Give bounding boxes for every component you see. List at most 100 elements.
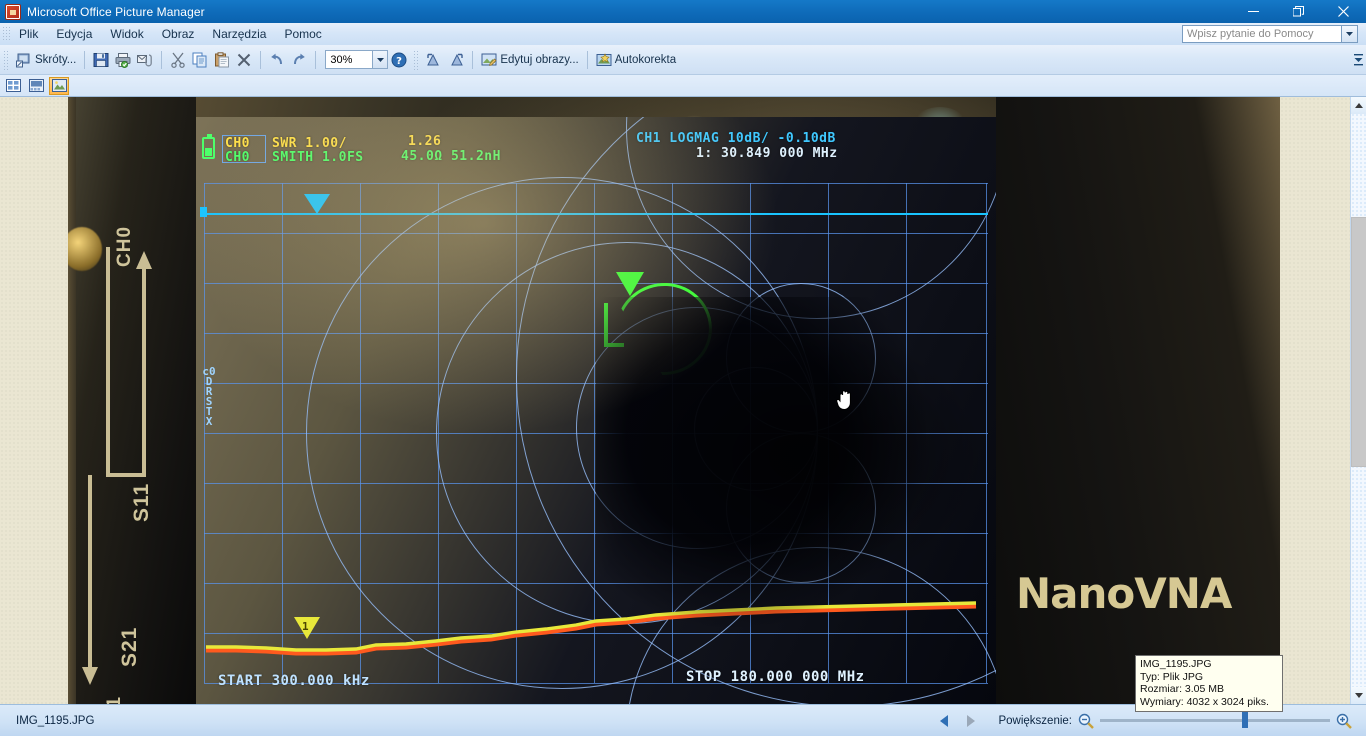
rotate-left-button[interactable] xyxy=(423,49,445,71)
tooltip-type: Typ: Plik JPG xyxy=(1140,670,1204,683)
menu-item-edycja[interactable]: Edycja xyxy=(47,24,101,44)
menu-grip-handle[interactable] xyxy=(2,26,10,42)
toolbar-separator xyxy=(161,50,163,69)
lcd-stop-frequency: STOP 180.000 000 MHz xyxy=(686,669,865,685)
delete-button[interactable] xyxy=(233,49,255,71)
scrollbar-thumb[interactable] xyxy=(1351,217,1366,467)
lcd-value-swr: 1.26 xyxy=(408,134,442,149)
help-search-group: Wpisz pytanie do Pomocy xyxy=(1182,25,1358,43)
menu-label: Edycja xyxy=(56,27,93,41)
silkscreen-arrow-head xyxy=(136,251,152,269)
window-title: Microsoft Office Picture Manager xyxy=(27,4,205,19)
view-mode-bar xyxy=(0,75,1366,97)
menu-item-plik[interactable]: Plik xyxy=(10,24,47,44)
print-button[interactable] xyxy=(112,49,134,71)
chevron-down-icon[interactable] xyxy=(1342,25,1358,43)
silkscreen-arrow-bracket xyxy=(106,473,146,477)
edit-pictures-button[interactable]: Edytuj obrazy... xyxy=(478,49,581,71)
menu-item-widok[interactable]: Widok xyxy=(101,24,152,44)
navigation-arrows xyxy=(938,714,976,728)
previous-image-arrow-icon[interactable] xyxy=(938,714,950,728)
menu-label: Pomoc xyxy=(284,27,322,41)
cut-button[interactable] xyxy=(167,49,189,71)
chevron-down-icon[interactable] xyxy=(373,50,389,69)
toolbar-separator xyxy=(315,50,317,69)
lcd-side-menu-letters: c0 D R S T X xyxy=(202,365,216,428)
next-image-arrow-icon[interactable] xyxy=(964,714,976,728)
printer-icon xyxy=(115,52,131,68)
menu-label: Obraz xyxy=(161,27,195,41)
vertical-scrollbar[interactable] xyxy=(1350,97,1366,704)
image-view-pane[interactable]: CH0 S11 S21 CH1 xyxy=(0,97,1350,704)
copy-icon xyxy=(192,52,208,68)
filmstrip-view-button[interactable] xyxy=(26,77,46,95)
edit-pictures-icon xyxy=(481,52,497,68)
toolbar-separator xyxy=(472,50,474,69)
shortcuts-button[interactable]: Skróty... xyxy=(13,49,79,71)
zoom-value[interactable]: 30% xyxy=(325,50,374,69)
help-search-input[interactable]: Wpisz pytanie do Pomocy xyxy=(1182,25,1342,43)
close-icon[interactable] xyxy=(1321,0,1366,23)
toolbar-separator xyxy=(260,50,262,69)
menu-item-narzedzia[interactable]: Narzędzia xyxy=(203,24,275,44)
menu-item-obraz[interactable]: Obraz xyxy=(153,24,204,44)
menu-bar: Plik Edycja Widok Obraz Narzędzia Pomoc … xyxy=(0,23,1366,45)
lcd-start-frequency: START 300.000 kHz xyxy=(218,673,370,689)
email-attach-icon xyxy=(137,52,153,68)
rotate-left-icon xyxy=(426,52,442,68)
minimize-icon[interactable] xyxy=(1231,0,1276,23)
tooltip-size: Rozmiar: 3.05 MB xyxy=(1140,683,1225,695)
silkscreen-arrow-shaft-2 xyxy=(88,475,92,675)
scroll-up-arrow-icon[interactable] xyxy=(1351,97,1366,114)
lcd-ch0-label-bottom: CH0 xyxy=(225,150,250,165)
copy-button[interactable] xyxy=(189,49,211,71)
autocorrect-button[interactable]: Autokorekta xyxy=(593,49,679,71)
zoom-out-icon[interactable] xyxy=(1078,713,1094,729)
redo-button[interactable] xyxy=(288,49,310,71)
paste-icon xyxy=(214,51,230,68)
email-button[interactable] xyxy=(134,49,156,71)
menu-item-pomoc[interactable]: Pomoc xyxy=(275,24,330,44)
help-button[interactable]: ? xyxy=(388,49,410,71)
toolbar-grip-handle-2[interactable] xyxy=(413,49,421,70)
status-filename: IMG_1195.JPG xyxy=(16,714,95,727)
svg-text:?: ? xyxy=(396,56,402,67)
lcd-marker1-readout: 1: 30.849 000 MHz xyxy=(696,146,838,161)
device-brand-label: NanoVNA xyxy=(1016,569,1232,618)
silkscreen-label-ch1: CH1 xyxy=(104,696,126,704)
window-controls xyxy=(1231,0,1366,23)
tooltip-filename: IMG_1195.JPG xyxy=(1140,658,1212,670)
title-bar: Microsoft Office Picture Manager xyxy=(0,0,1366,23)
paste-button[interactable] xyxy=(211,49,233,71)
silkscreen-arrow-bracket xyxy=(106,247,110,477)
toolbar-separator xyxy=(586,50,588,69)
logmag-trace-red xyxy=(206,603,977,656)
silkscreen-label-s11: S11 xyxy=(130,482,153,522)
standard-toolbar: Skróty... xyxy=(0,45,1366,75)
save-button[interactable] xyxy=(90,49,112,71)
toolbar-grip-handle[interactable] xyxy=(3,49,10,70)
thumbnail-view-button[interactable] xyxy=(3,77,23,95)
toolbar-overflow-button[interactable] xyxy=(1352,49,1364,71)
zoom-combobox[interactable]: 30% xyxy=(325,50,389,69)
restore-icon[interactable] xyxy=(1276,0,1321,23)
single-picture-view-button[interactable] xyxy=(49,76,69,95)
zoom-in-icon[interactable] xyxy=(1336,713,1352,729)
scroll-down-arrow-icon[interactable] xyxy=(1351,687,1366,704)
help-question-icon: ? xyxy=(391,52,407,68)
menu-label: Widok xyxy=(110,27,144,41)
zoom-slider-thumb[interactable] xyxy=(1242,712,1248,728)
rotate-right-button[interactable] xyxy=(445,49,467,71)
photograph-nanovna[interactable]: CH0 S11 S21 CH1 xyxy=(68,97,1280,704)
shortcuts-icon xyxy=(16,52,32,68)
lcd-ch1-trace-info: CH1 LOGMAG 10dB/ -0.10dB xyxy=(636,131,836,146)
zoom-slider-track[interactable] xyxy=(1100,712,1330,728)
undo-button[interactable] xyxy=(266,49,288,71)
nanovna-lcd-screen[interactable]: 1 CH0 CH0 SWR 1.00/ SMITH 1.0FS 1.26 45.… xyxy=(196,117,996,704)
app-icon xyxy=(5,3,21,20)
ch0-logmag-trace-svg xyxy=(206,601,977,656)
device-left-bezel: CH0 S11 S21 CH1 xyxy=(68,97,196,704)
zoom-slider-group: Powiększenie: xyxy=(998,712,1352,729)
redo-arrow-icon xyxy=(291,52,307,68)
close-x-icon xyxy=(236,52,252,68)
